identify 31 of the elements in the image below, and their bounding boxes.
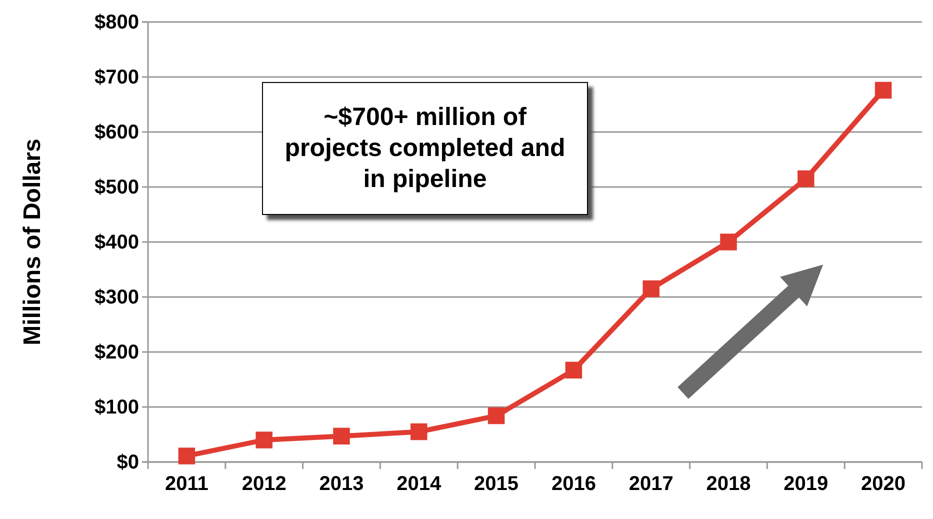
x-tick-label: 2018 (706, 473, 751, 496)
x-tick-label: 2017 (628, 473, 674, 496)
point (642, 280, 660, 298)
point (720, 234, 737, 250)
y-tick-label: $800 (94, 11, 139, 34)
x-tick-label: 2011 (165, 473, 208, 496)
point (410, 423, 428, 440)
x-tick-label: 2015 (474, 473, 519, 496)
y-tick-label: $300 (94, 286, 139, 308)
point (565, 362, 582, 379)
y-tick-label: $500 (94, 176, 139, 198)
annotation: ~$700+ million of projects completed and in pipeline (262, 82, 588, 215)
x-tick-label: 2013 (319, 473, 364, 496)
y-axis-title: Millions of Dollars (19, 138, 46, 346)
x-tick-label: 2020 (861, 473, 906, 496)
point (333, 428, 350, 445)
y-tick-label: $600 (94, 121, 139, 144)
point (798, 170, 814, 188)
y-tick-label: $200 (94, 341, 139, 364)
y-tick-label: $400 (94, 231, 139, 254)
x-tick-label: 2019 (784, 473, 828, 496)
x-tick-label: 2012 (242, 473, 286, 496)
y-tick-label: $0 (116, 451, 139, 474)
y-tick-label: $100 (94, 396, 139, 418)
point (256, 432, 272, 448)
point (178, 448, 196, 464)
x-tick-label: 2014 (396, 473, 442, 496)
y-tick-label: $700 (94, 66, 139, 88)
point (874, 82, 892, 99)
x-tick-label: 2016 (551, 473, 596, 496)
point (488, 407, 505, 424)
